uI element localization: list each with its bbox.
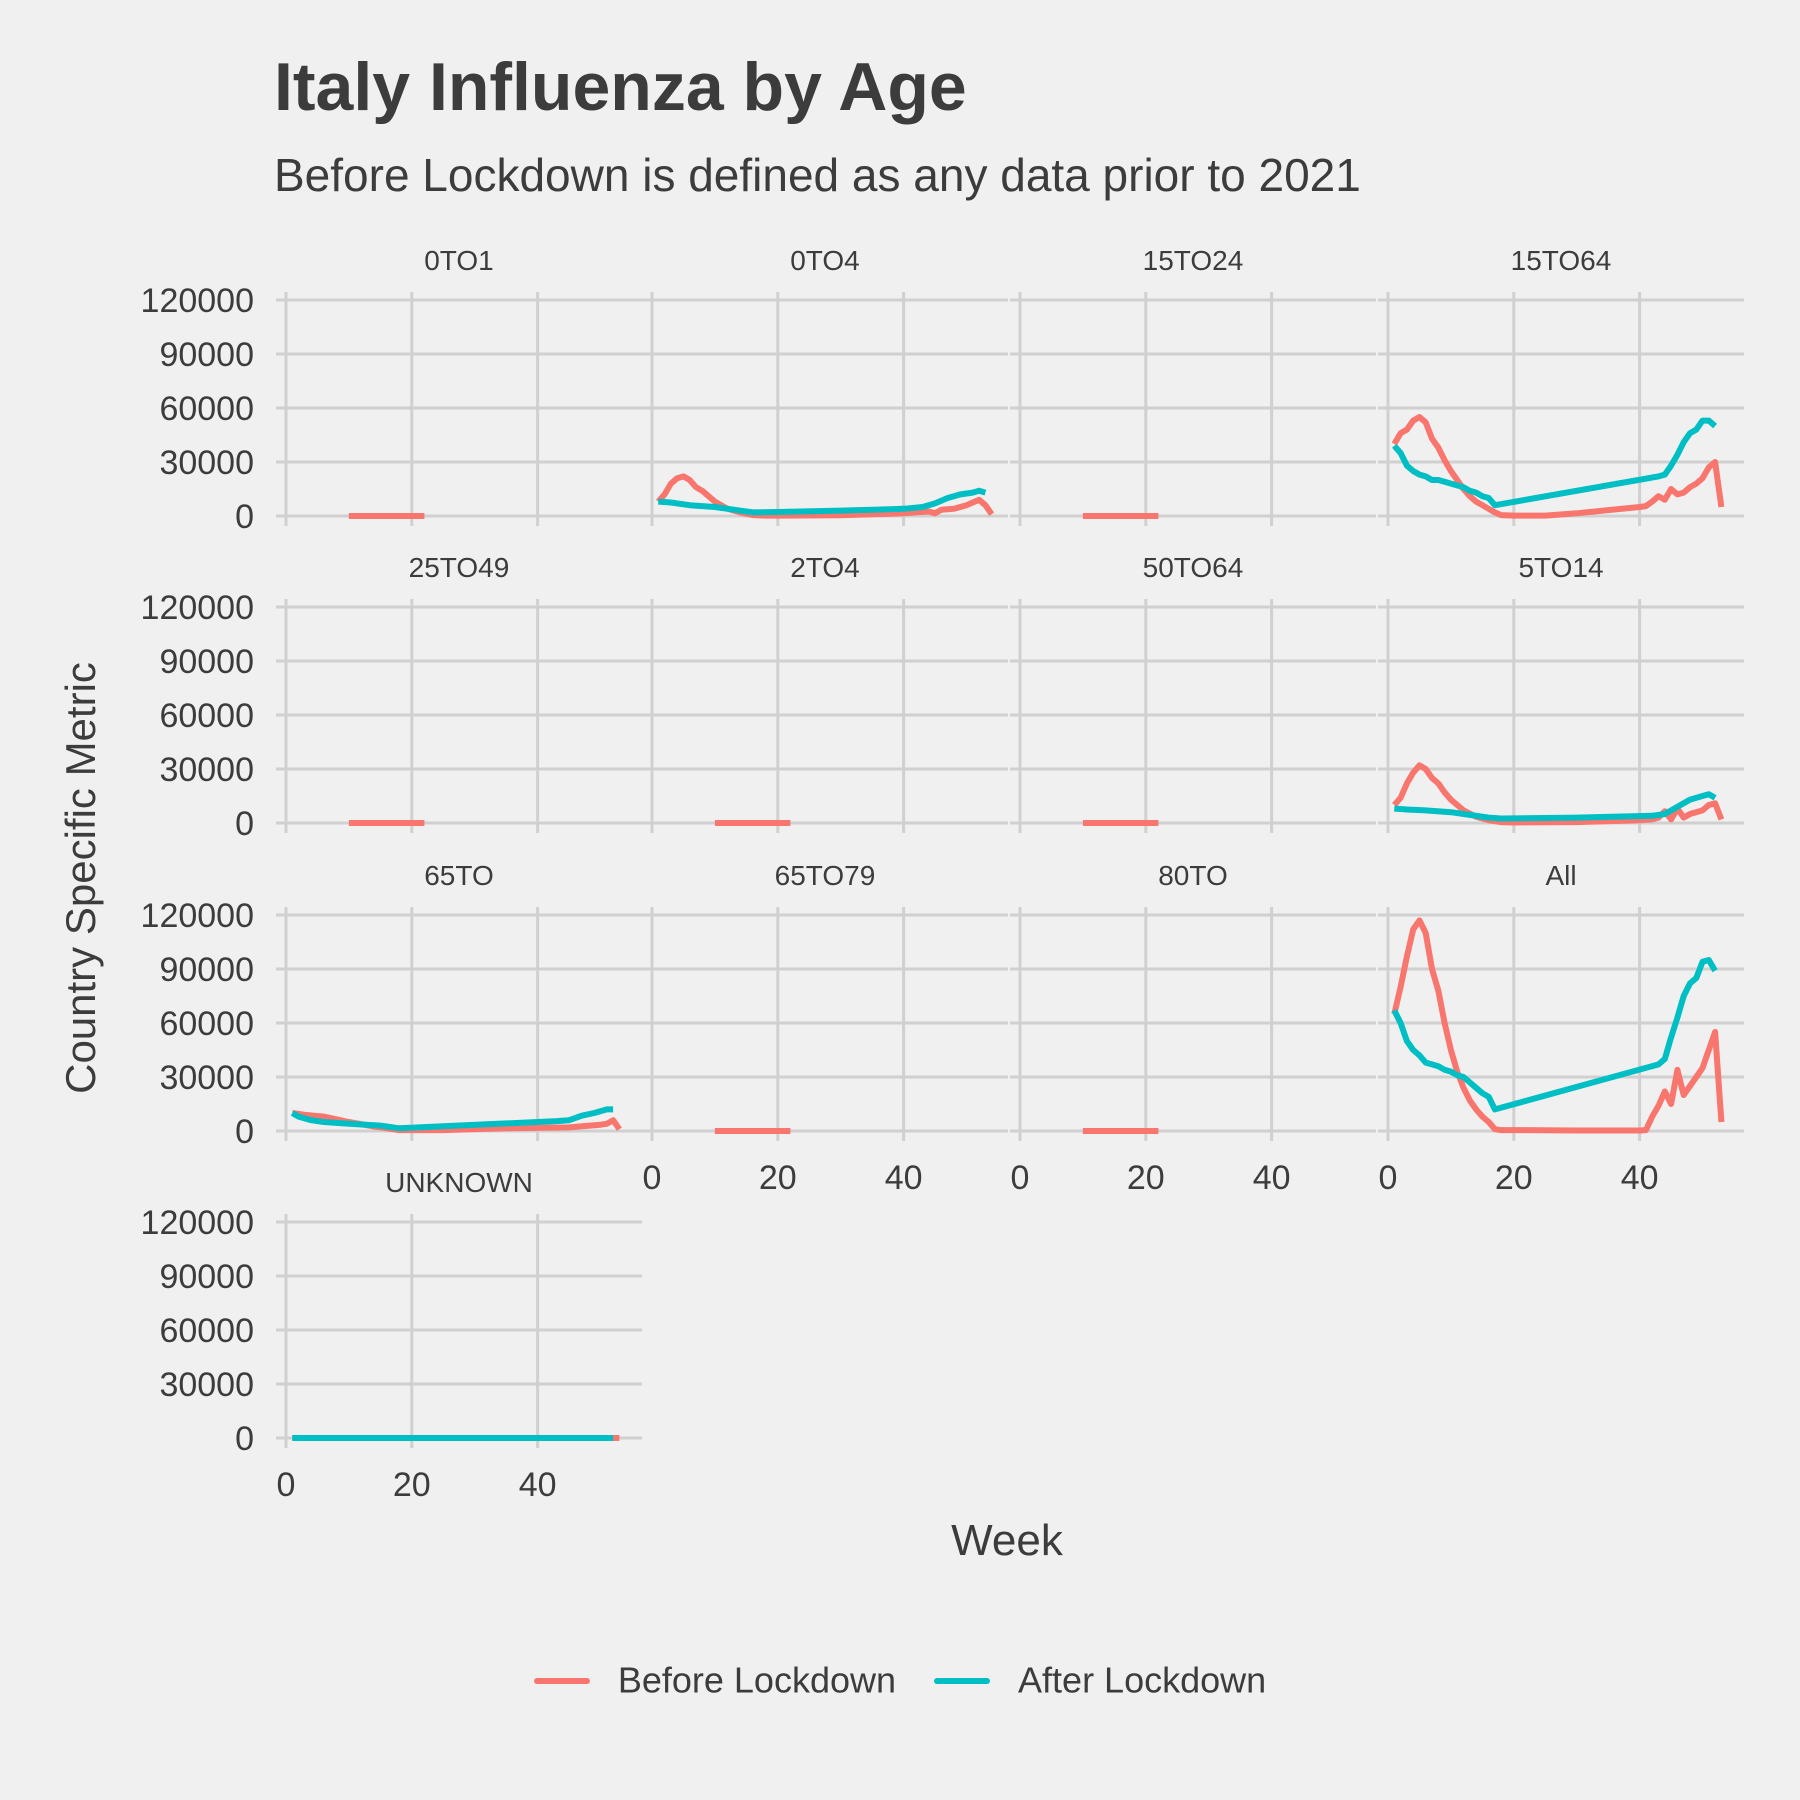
y-tick-label-65to-0: 0 bbox=[235, 1113, 254, 1151]
x-tick-label-all-20: 20 bbox=[1495, 1159, 1533, 1197]
y-tick-label-0to1-30000: 30000 bbox=[159, 444, 254, 482]
y-tick-label-0to1-0: 0 bbox=[235, 498, 254, 536]
x-tick-label-unknown-0: 0 bbox=[277, 1466, 296, 1504]
x-tick-label-65to79-20: 20 bbox=[759, 1159, 797, 1197]
y-axis-title: Country Specific Metric bbox=[57, 662, 104, 1094]
y-tick-label-25to49-0: 0 bbox=[235, 805, 254, 843]
series-line-before-5to14 bbox=[1392, 762, 1725, 826]
facet-label-0to1: 0TO1 bbox=[424, 245, 494, 276]
legend-item-before: Before Lockdown bbox=[533, 1657, 897, 1701]
y-tick-label-unknown-120000: 120000 bbox=[141, 1204, 254, 1242]
facet-label-unknown: UNKNOWN bbox=[385, 1167, 533, 1198]
y-tick-label-65to-120000: 120000 bbox=[141, 897, 254, 935]
facet-label-15to24: 15TO24 bbox=[1143, 245, 1244, 276]
y-tick-label-25to49-90000: 90000 bbox=[159, 643, 254, 681]
legend-item-after: After Lockdown bbox=[934, 1657, 1266, 1701]
facet-label-65to79: 65TO79 bbox=[775, 860, 876, 891]
series-line-after-all bbox=[1391, 957, 1718, 1113]
series-line-after-65to bbox=[290, 1106, 614, 1132]
series-line-after-15to64 bbox=[1392, 417, 1718, 509]
x-tick-label-all-40: 40 bbox=[1621, 1159, 1659, 1197]
legend: Before Lockdown After Lockdown bbox=[0, 1656, 1800, 1702]
legend-label-after: After Lockdown bbox=[1018, 1659, 1267, 1701]
y-tick-label-65to-90000: 90000 bbox=[159, 951, 254, 989]
y-tick-label-unknown-90000: 90000 bbox=[159, 1258, 254, 1296]
facet-label-0to4: 0TO4 bbox=[790, 245, 860, 276]
y-tick-label-25to49-30000: 30000 bbox=[159, 751, 254, 789]
series-line-after-0to4 bbox=[658, 487, 987, 516]
y-tick-label-unknown-0: 0 bbox=[235, 1420, 254, 1458]
x-tick-label-unknown-20: 20 bbox=[393, 1466, 431, 1504]
y-tick-label-0to1-90000: 90000 bbox=[159, 336, 254, 374]
legend-key-after bbox=[934, 1677, 991, 1684]
y-tick-label-0to1-60000: 60000 bbox=[159, 390, 254, 428]
facet-label-25to49: 25TO49 bbox=[409, 552, 510, 583]
y-tick-label-65to-30000: 30000 bbox=[159, 1059, 254, 1097]
chart-subtitle: Before Lockdown is defined as any data p… bbox=[274, 149, 1361, 201]
series-line-before-65to bbox=[291, 1110, 622, 1134]
y-tick-label-65to-60000: 60000 bbox=[159, 1005, 254, 1043]
legend-label-before: Before Lockdown bbox=[617, 1659, 897, 1701]
series-line-before-15to64 bbox=[1391, 414, 1725, 519]
legend-key-before bbox=[533, 1677, 590, 1684]
series-line-before-all bbox=[1391, 917, 1725, 1134]
facet-label-all: All bbox=[1545, 860, 1576, 891]
y-tick-label-unknown-60000: 60000 bbox=[159, 1312, 254, 1350]
chart-title: Italy Influenza by Age bbox=[274, 49, 967, 125]
y-tick-label-0to1-120000: 120000 bbox=[141, 282, 254, 320]
x-tick-label-all-0: 0 bbox=[1379, 1159, 1398, 1197]
facet-label-50to64: 50TO64 bbox=[1143, 552, 1244, 583]
facet-label-65to: 65TO bbox=[424, 860, 494, 891]
y-tick-label-25to49-60000: 60000 bbox=[159, 697, 254, 735]
facet-label-80to: 80TO bbox=[1158, 860, 1228, 891]
y-tick-label-unknown-30000: 30000 bbox=[159, 1366, 254, 1404]
x-tick-label-80to-20: 20 bbox=[1127, 1159, 1165, 1197]
x-tick-label-unknown-40: 40 bbox=[519, 1466, 557, 1504]
series-line-after-5to14 bbox=[1394, 791, 1717, 822]
x-tick-label-65to79-0: 0 bbox=[643, 1159, 662, 1197]
x-tick-label-80to-0: 0 bbox=[1011, 1159, 1030, 1197]
x-axis-title: Week bbox=[951, 1516, 1064, 1565]
x-tick-label-80to-40: 40 bbox=[1253, 1159, 1291, 1197]
facet-label-5to14: 5TO14 bbox=[1518, 552, 1603, 583]
facet-label-2to4: 2TO4 bbox=[790, 552, 860, 583]
x-tick-label-65to79-40: 40 bbox=[885, 1159, 923, 1197]
facet-label-15to64: 15TO64 bbox=[1511, 245, 1612, 276]
y-tick-label-25to49-120000: 120000 bbox=[141, 589, 254, 627]
